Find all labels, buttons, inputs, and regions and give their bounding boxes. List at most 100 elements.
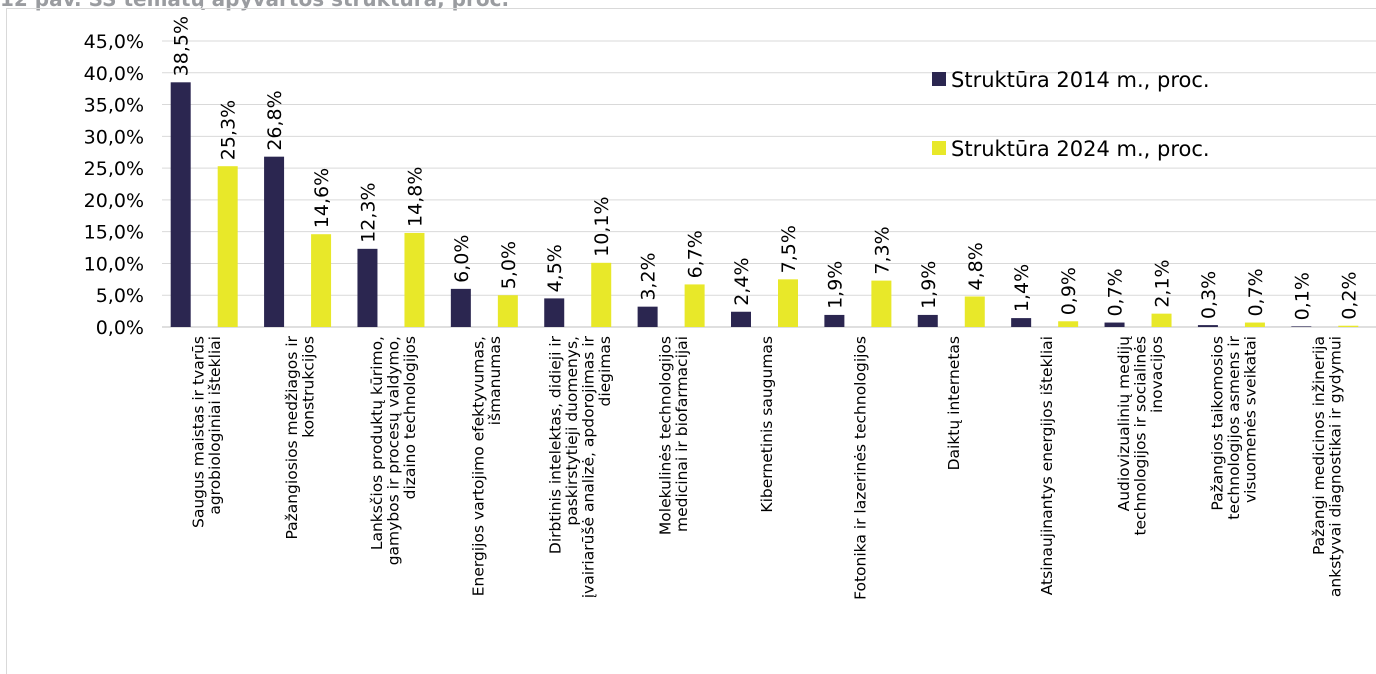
bar-2014 [731,311,751,327]
category-label: Daiktų internetas [945,336,963,470]
bar-2024 [778,279,798,327]
bar-2014 [1104,322,1125,327]
category-label-line: Pažangiosios medžiagos ir [283,335,301,539]
bar-2024 [497,295,518,327]
category-label-line: ankstyvai diagnostikai ir gydymui [1327,336,1345,597]
category-label-line: Pažangios taikomosios [1208,336,1226,511]
data-label-2014: 26,8% [264,90,286,150]
category-label-line: inovacijos [1148,336,1166,413]
category-label-line: diegimas [596,336,614,407]
data-label-2024: 10,1% [591,196,613,256]
category-label-line: išmanumas [486,336,504,425]
category-label: Energijos vartojimo efektyvumas,išmanuma… [470,336,505,596]
y-tick-label: 0,0% [96,317,144,339]
legend-swatch-2014 [932,72,946,86]
category-label-line: Lanksčios produktų kūrimo, [368,336,386,550]
category-label: Atsinaujinantys energijos ištekliai [1038,336,1056,595]
y-tick-label: 30,0% [84,126,144,148]
bar-2024 [404,232,425,327]
bar-2014 [917,314,938,327]
category-label: Lanksčios produktų kūrimo,gamybos ir pro… [368,336,419,565]
category-label-line: konstrukcijos [299,336,317,438]
bar-2014 [264,156,285,327]
category-label-line: technologijos asmens ir [1225,335,1243,519]
bar-2014 [1291,326,1312,327]
category-label-line: gamybos ir procesų valdymo, [384,336,402,565]
category-label-line: medicinai ir biofarmacijai [673,336,691,532]
data-labels: 38,5% 25,3% 26,8% 14,6% 12,3% 14,8% 6,0% 5,0% 4,… [171,16,1361,320]
category-label-line: Fotonika ir lazerinės technologijos [851,336,869,600]
bar-2024 [964,296,985,327]
bar-2024 [217,166,238,327]
category-label-line: visuomenės sveikatai [1241,336,1259,503]
bar-2014 [357,248,378,327]
data-label-2024: 2,1% [1152,259,1174,307]
data-label-2024: 7,5% [778,225,800,273]
y-tick-label: 25,0% [84,158,144,180]
bar-2014 [637,306,658,327]
bar-2024 [591,262,612,327]
legend-label-2024: Struktūra 2024 m., proc. [951,137,1210,161]
category-label-line: dizaino technologijos [401,336,419,499]
data-label-2014: 0,3% [1198,271,1220,319]
y-tick-label: 5,0% [96,285,144,307]
data-label-2014: 0,7% [1105,268,1127,316]
data-label-2014: 3,2% [638,252,660,300]
data-label-2024: 14,6% [311,168,333,228]
bar-2024 [1338,325,1359,327]
y-tick-label: 35,0% [84,95,144,117]
category-label-line: Energijos vartojimo efektyvumas, [470,336,488,596]
bar-2024 [684,284,705,327]
category-label-line: agrobiologiniai ištekliai [206,336,224,515]
bar-2024 [311,234,332,327]
bar-2024 [1151,313,1172,327]
legend-swatch-2024 [932,141,946,155]
legend: Struktūra 2014 m., proc. Struktūra 2024 m… [932,68,1210,161]
data-label-2014: 1,9% [824,261,846,309]
y-axis-ticks: 0,0% 5,0% 10,0% 15,0% 20,0% 25,0% 30,0% 35,0% 40… [84,31,144,339]
legend-label-2014: Struktūra 2014 m., proc. [951,68,1210,92]
bars [170,82,1359,327]
category-label-line: Atsinaujinantys energijos ištekliai [1038,336,1056,595]
data-label-2014: 1,9% [918,261,940,309]
bar-2014 [1011,318,1032,327]
bar-2014 [450,288,471,327]
data-label-2014: 6,0% [451,235,473,283]
data-label-2024: 0,2% [1338,271,1360,319]
bar-2014 [544,298,565,327]
data-label-2014: 0,1% [1291,272,1313,320]
data-label-2024: 5,0% [498,241,520,289]
category-label-line: Kibernetinis saugumas [758,336,776,513]
category-label: Saugus maistas ir tvarūsagrobiologiniai … [189,336,224,528]
chart-frame-top [6,8,1376,9]
category-label-line: Dirbtinis intelektas, didieji ir [546,335,564,554]
category-label-line: įvairiarūšė analizė, apdorojimas ir [579,335,597,598]
y-tick-label: 20,0% [84,190,144,212]
data-label-2014: 12,3% [357,182,379,242]
category-label-line: Pažangi medicinos inžinerija [1310,336,1328,555]
data-label-2024: 25,3% [218,100,240,160]
category-label-line: Saugus maistas ir tvarūs [189,336,207,528]
category-label-line: paskirstytieji duomenys, [563,336,581,526]
y-tick-label: 10,0% [84,253,144,275]
y-tick-label: 15,0% [84,222,144,244]
category-label-line: Molekulinės technologijos [656,336,674,535]
bar-2024 [1058,321,1079,327]
category-label-line: technologijos ir socialinės [1132,336,1150,536]
chart-frame-left [6,8,7,674]
y-tick-label: 40,0% [84,63,144,85]
bar-2014 [1197,325,1218,327]
data-label-2014: 1,4% [1011,264,1033,312]
category-label-line: Daiktų internetas [945,336,963,470]
category-label-line: Audiovizualinių medijų [1115,336,1133,512]
data-label-2014: 4,5% [544,244,566,292]
bar-2024 [1244,322,1265,327]
data-label-2014: 2,4% [731,257,753,305]
data-label-2024: 0,9% [1058,267,1080,315]
bar-2014 [170,82,191,327]
